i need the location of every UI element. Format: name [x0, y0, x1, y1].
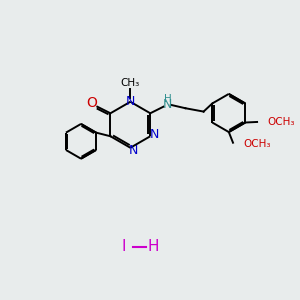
Text: N: N: [162, 98, 172, 111]
Text: N: N: [150, 128, 159, 141]
Text: I: I: [121, 239, 126, 254]
Text: N: N: [126, 95, 135, 108]
Text: OCH₃: OCH₃: [244, 139, 271, 149]
Text: H: H: [164, 94, 172, 104]
Text: CH₃: CH₃: [121, 78, 140, 88]
Text: N: N: [128, 144, 138, 157]
Text: O: O: [86, 97, 97, 110]
Text: H: H: [147, 239, 159, 254]
Text: OCH₃: OCH₃: [268, 117, 295, 127]
